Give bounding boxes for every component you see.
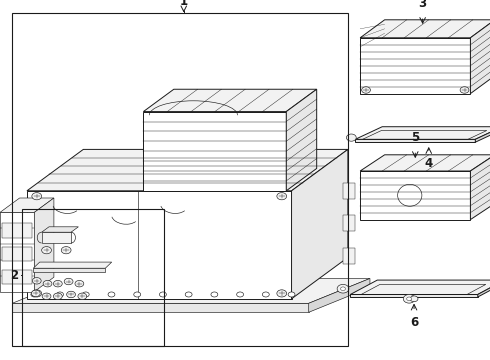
Circle shape	[32, 290, 42, 297]
Circle shape	[237, 292, 244, 297]
Circle shape	[277, 290, 287, 297]
Text: 2: 2	[10, 269, 19, 282]
Circle shape	[362, 87, 370, 93]
Circle shape	[42, 293, 51, 300]
Polygon shape	[309, 279, 370, 312]
Circle shape	[75, 280, 84, 287]
Circle shape	[42, 247, 51, 254]
Bar	[343, 183, 355, 199]
Polygon shape	[34, 198, 54, 292]
Polygon shape	[27, 149, 348, 191]
Circle shape	[341, 287, 345, 291]
Polygon shape	[33, 268, 105, 272]
Circle shape	[64, 278, 73, 285]
Circle shape	[78, 293, 87, 300]
Text: 4: 4	[425, 157, 433, 170]
Polygon shape	[292, 149, 348, 299]
Bar	[12, 13, 348, 346]
Polygon shape	[470, 20, 490, 94]
Bar	[2, 247, 32, 261]
Polygon shape	[470, 155, 490, 220]
Circle shape	[108, 292, 115, 297]
Circle shape	[32, 193, 42, 200]
Polygon shape	[355, 139, 475, 142]
Polygon shape	[360, 155, 490, 171]
Circle shape	[407, 297, 412, 301]
Circle shape	[31, 290, 40, 297]
Polygon shape	[144, 89, 317, 112]
Polygon shape	[42, 227, 78, 232]
Polygon shape	[360, 171, 470, 220]
Bar	[2, 223, 32, 238]
Circle shape	[82, 292, 89, 297]
Polygon shape	[360, 20, 490, 38]
Polygon shape	[475, 127, 490, 142]
Circle shape	[134, 292, 141, 297]
Circle shape	[57, 292, 64, 297]
Circle shape	[263, 292, 270, 297]
Polygon shape	[360, 38, 470, 94]
Circle shape	[403, 294, 415, 303]
Circle shape	[53, 280, 62, 287]
Polygon shape	[0, 212, 34, 292]
Polygon shape	[42, 232, 71, 243]
Circle shape	[460, 87, 469, 93]
Text: 5: 5	[411, 131, 419, 144]
Polygon shape	[12, 279, 370, 303]
Polygon shape	[350, 280, 490, 294]
Polygon shape	[286, 89, 317, 191]
Circle shape	[32, 278, 41, 284]
Bar	[2, 270, 32, 284]
Circle shape	[277, 193, 287, 200]
Polygon shape	[355, 127, 490, 139]
Circle shape	[288, 292, 295, 297]
Text: 1: 1	[180, 0, 188, 8]
Circle shape	[211, 292, 218, 297]
Bar	[343, 215, 355, 231]
Circle shape	[160, 292, 167, 297]
Polygon shape	[0, 198, 54, 212]
Polygon shape	[350, 294, 478, 297]
Circle shape	[31, 292, 38, 297]
Circle shape	[53, 293, 62, 300]
Polygon shape	[27, 191, 292, 299]
Text: 3: 3	[418, 0, 427, 10]
Polygon shape	[33, 262, 112, 268]
Polygon shape	[144, 112, 286, 191]
Bar	[22, 209, 164, 346]
Polygon shape	[12, 303, 309, 312]
Circle shape	[67, 291, 75, 298]
Bar	[343, 248, 355, 264]
Circle shape	[61, 247, 71, 254]
Circle shape	[337, 284, 349, 293]
Text: 6: 6	[410, 316, 418, 329]
Circle shape	[43, 280, 52, 287]
Circle shape	[346, 134, 356, 141]
Circle shape	[185, 292, 192, 297]
Polygon shape	[478, 280, 490, 297]
Circle shape	[410, 296, 418, 302]
